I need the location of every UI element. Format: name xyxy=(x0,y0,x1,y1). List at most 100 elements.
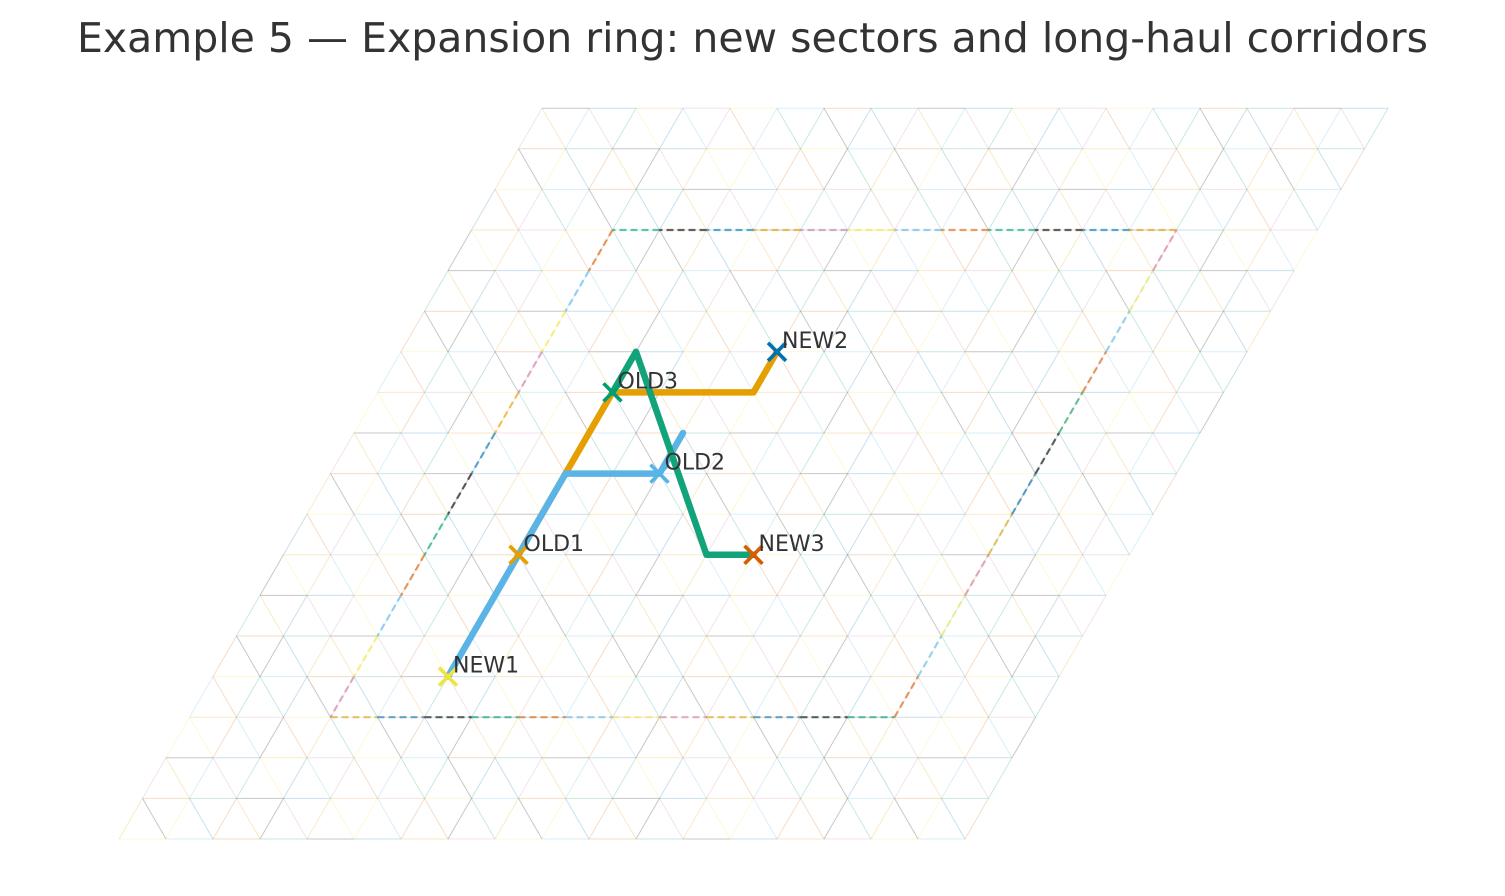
grid-line xyxy=(682,554,707,596)
grid-line xyxy=(565,716,590,759)
grid-line xyxy=(471,798,496,840)
grid-line xyxy=(377,676,402,718)
grid-line xyxy=(682,676,707,718)
grid-line xyxy=(1199,229,1224,271)
grid-line xyxy=(588,554,613,596)
grid-line xyxy=(400,798,425,840)
grid-line xyxy=(565,473,590,515)
grid-line xyxy=(917,107,942,150)
grid-line xyxy=(964,473,989,515)
grid-line xyxy=(330,716,355,759)
node-label: NEW3 xyxy=(759,532,825,557)
grid-line xyxy=(894,229,919,271)
ring-segment xyxy=(588,229,614,272)
node-marker xyxy=(437,666,459,687)
grid-line xyxy=(283,757,308,799)
grid-line xyxy=(894,270,919,312)
grid-line xyxy=(1152,148,1177,190)
grid-line xyxy=(565,513,590,556)
grid-line xyxy=(236,716,261,759)
grid-line xyxy=(870,513,895,556)
grid-line xyxy=(917,798,942,840)
grid-line xyxy=(870,392,895,434)
grid-line xyxy=(518,473,543,515)
grid-line xyxy=(870,432,895,474)
grid-line xyxy=(1058,554,1083,596)
ring-segment xyxy=(940,594,966,637)
grid-line xyxy=(706,473,731,515)
grid-line xyxy=(1129,189,1154,231)
grid-line xyxy=(1082,595,1107,637)
grid-line xyxy=(659,473,684,515)
grid-line xyxy=(659,392,684,434)
grid-line xyxy=(518,107,543,150)
grid-line xyxy=(870,676,895,718)
grid-line xyxy=(518,757,543,799)
grid-line xyxy=(424,595,449,637)
grid-line xyxy=(753,716,778,759)
grid-line xyxy=(1317,107,1342,150)
grid-line xyxy=(377,757,402,799)
grid-line xyxy=(800,148,825,190)
grid-line xyxy=(1035,635,1060,677)
grid-line xyxy=(894,432,919,474)
grid-line xyxy=(941,676,966,718)
grid-line xyxy=(753,148,778,190)
grid-line xyxy=(447,351,472,393)
grid-line xyxy=(1035,473,1060,515)
sector-nodes: OLD1 OLD2 OLD3 NEW1 NEW2 NEW3 xyxy=(437,329,848,687)
grid-line xyxy=(659,757,684,799)
grid-line xyxy=(847,798,872,840)
grid-line xyxy=(236,595,261,637)
grid-line xyxy=(776,757,801,799)
grid-line xyxy=(729,554,754,596)
grid-line xyxy=(1035,392,1060,434)
node-label: NEW1 xyxy=(453,654,519,679)
grid-line xyxy=(612,148,637,190)
grid-line xyxy=(753,270,778,312)
ring-segment xyxy=(964,554,990,596)
grid-line xyxy=(400,757,425,799)
grid-line xyxy=(847,595,872,637)
grid-line xyxy=(165,716,190,759)
grid-line xyxy=(494,148,519,190)
grid-line xyxy=(1176,229,1201,271)
grid-line xyxy=(847,351,872,393)
grid-line xyxy=(847,473,872,515)
grid-line xyxy=(706,676,731,718)
grid-line xyxy=(283,798,308,840)
grid-line xyxy=(447,554,472,596)
grid-line xyxy=(1199,351,1224,393)
grid-line xyxy=(541,392,566,434)
grid-line xyxy=(800,107,825,150)
grid-line xyxy=(541,554,566,596)
grid-line xyxy=(612,757,637,799)
grid-line xyxy=(659,513,684,556)
grid-line xyxy=(635,473,660,515)
grid-line xyxy=(870,229,895,271)
grid-line xyxy=(588,513,613,556)
grid-line xyxy=(894,310,919,353)
grid-line xyxy=(823,716,848,759)
grid-line xyxy=(847,513,872,556)
grid-line xyxy=(776,189,801,231)
ring-segment xyxy=(423,513,449,556)
grid-line xyxy=(1011,351,1036,393)
grid-line xyxy=(964,757,989,799)
grid-line xyxy=(847,676,872,718)
grid-line xyxy=(894,635,919,677)
grid-line xyxy=(753,432,778,474)
grid-line xyxy=(518,716,543,759)
grid-line xyxy=(988,716,1013,759)
grid-line xyxy=(377,513,402,556)
grid-line xyxy=(800,595,825,637)
ring-segment xyxy=(400,554,426,596)
grid-line xyxy=(635,229,660,271)
diagram-title: Example 5 — Expansion ring: new sectors … xyxy=(77,14,1428,62)
grid-line xyxy=(659,554,684,596)
grid-line xyxy=(306,635,331,677)
grid-line xyxy=(635,513,660,556)
grid-line xyxy=(1011,148,1036,190)
grid-line xyxy=(776,635,801,677)
grid-line xyxy=(988,473,1013,515)
